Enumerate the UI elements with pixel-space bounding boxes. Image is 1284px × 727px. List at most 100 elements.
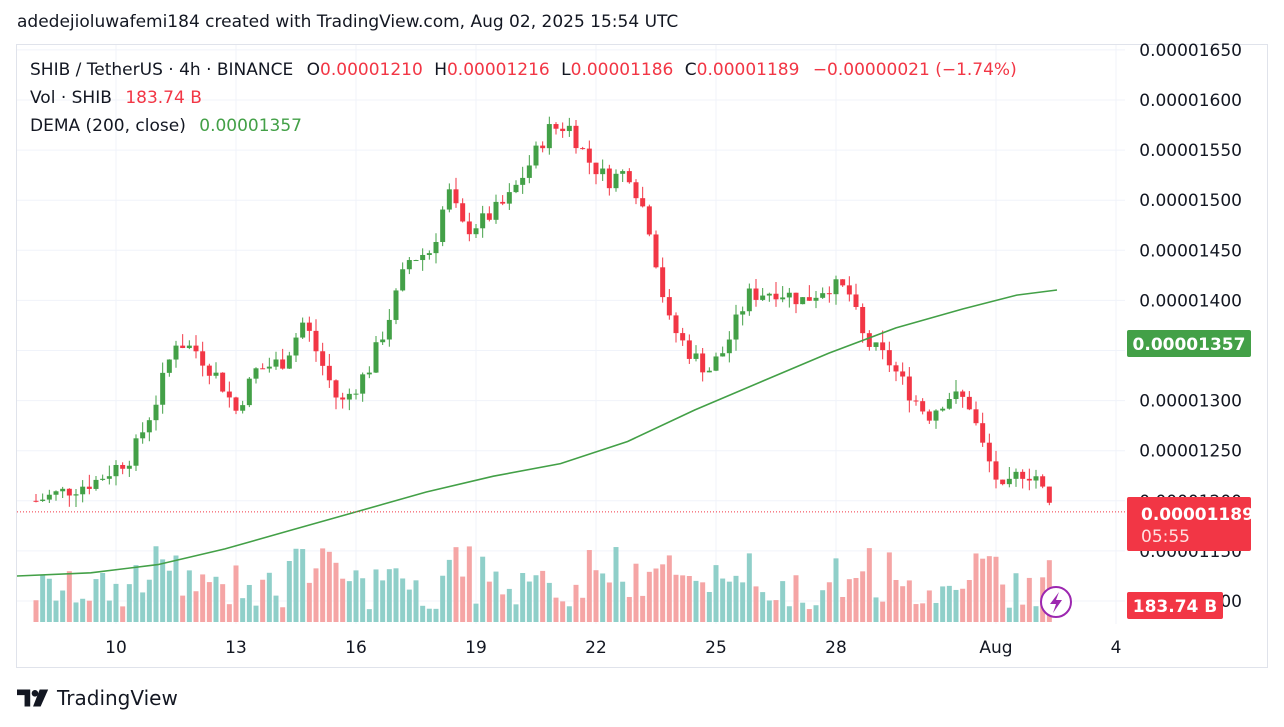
candle-body — [960, 391, 966, 397]
x-tick-label: 19 — [465, 638, 487, 658]
volume-bar — [120, 606, 126, 622]
candle-body — [33, 500, 39, 502]
volume-bar — [766, 600, 772, 622]
dema-line — [16, 289, 1058, 577]
candle-body — [920, 401, 926, 412]
candle-body — [906, 376, 912, 401]
volume-bar — [140, 592, 146, 622]
candle-body — [493, 201, 499, 220]
volume-bar — [553, 597, 559, 622]
candle-body — [400, 269, 406, 291]
grid-lines — [17, 45, 1125, 624]
low-label: L — [561, 60, 571, 80]
candle-body — [453, 189, 459, 204]
close-label: C — [684, 60, 697, 80]
open-value: 0.00001210 — [320, 60, 423, 80]
candle-body — [100, 478, 106, 480]
candle-body — [1046, 486, 1052, 503]
candle-body — [460, 203, 466, 222]
candles — [33, 116, 1052, 507]
candle-body — [80, 486, 86, 495]
candle-body — [880, 342, 886, 351]
volume-bar — [633, 563, 639, 622]
volume-bar — [606, 582, 612, 622]
volume-bar — [973, 553, 979, 622]
volume-bar — [386, 569, 392, 622]
volume-bar — [773, 600, 779, 622]
volume-bar — [320, 548, 326, 622]
candle-body — [946, 399, 952, 409]
x-tick-label: 25 — [705, 638, 727, 658]
candle-body — [773, 293, 779, 300]
candle-body — [933, 410, 939, 421]
volume-badge: 183.74 B — [1127, 592, 1223, 619]
candle-body — [893, 365, 899, 372]
volume-bar — [580, 597, 586, 622]
volume-bar — [326, 551, 332, 622]
volume-bar — [726, 581, 732, 622]
candle-body — [173, 345, 179, 360]
dema-value: 0.00001357 — [199, 116, 302, 136]
candle-body — [180, 345, 186, 349]
candle-body — [253, 368, 259, 379]
candle-body — [700, 353, 706, 373]
volume-bar — [333, 562, 339, 622]
volume-bar — [193, 591, 199, 622]
volume-bar — [846, 579, 852, 622]
volume-bar — [400, 578, 406, 622]
candle-body — [146, 420, 152, 433]
lightning-icon[interactable] — [1040, 586, 1072, 618]
volume-bar — [86, 600, 92, 622]
candle-body — [726, 339, 732, 354]
candle-body — [866, 333, 872, 347]
candle-body — [706, 370, 712, 373]
low-value: 0.00001186 — [570, 60, 674, 80]
tradingview-footer[interactable]: TradingView — [17, 686, 178, 710]
volume-bar — [500, 594, 506, 622]
volume-bar — [666, 555, 672, 622]
volume-bar — [900, 586, 906, 622]
candle-body — [366, 372, 372, 375]
volume-bar — [686, 576, 692, 622]
candle-body — [660, 267, 666, 298]
candle-body — [600, 168, 606, 175]
y-tick-label: 0.00001550 — [1139, 141, 1242, 161]
candle-body — [813, 297, 819, 301]
y-tick-label: 0.00001300 — [1139, 392, 1242, 412]
candle-body — [220, 372, 226, 392]
candle-body — [1013, 471, 1019, 479]
volume-bar — [813, 605, 819, 622]
candle-body — [853, 294, 859, 307]
volume-bar — [433, 608, 439, 622]
candle-body — [266, 366, 272, 369]
volume-bar — [566, 606, 572, 622]
candle-body — [686, 340, 692, 359]
dema-badge: 0.00001357 — [1127, 330, 1251, 357]
candle-body — [120, 464, 126, 469]
candle-body — [333, 380, 339, 398]
x-tick-label: 4 — [1111, 638, 1122, 658]
candle-body — [393, 290, 399, 320]
candle-body — [980, 423, 986, 443]
tradingview-logo-icon — [17, 689, 49, 707]
volume-bar — [626, 596, 632, 622]
volume-bar — [133, 565, 139, 622]
volume-bar — [480, 556, 486, 622]
candle-body — [680, 333, 686, 341]
candle-body — [806, 297, 812, 301]
volume-bar — [220, 584, 226, 622]
candle-body — [426, 253, 432, 255]
volume-bar — [346, 581, 352, 622]
candle-body — [760, 295, 766, 300]
volume-bar — [906, 580, 912, 622]
candle-body — [420, 254, 426, 261]
volume-bar — [733, 575, 739, 622]
candle-body — [860, 306, 866, 334]
volume-bar — [786, 606, 792, 622]
candle-body — [793, 292, 799, 305]
candle-body — [540, 145, 546, 149]
candle-body — [613, 173, 619, 189]
candle-body — [53, 491, 59, 495]
candle-body — [820, 293, 826, 298]
